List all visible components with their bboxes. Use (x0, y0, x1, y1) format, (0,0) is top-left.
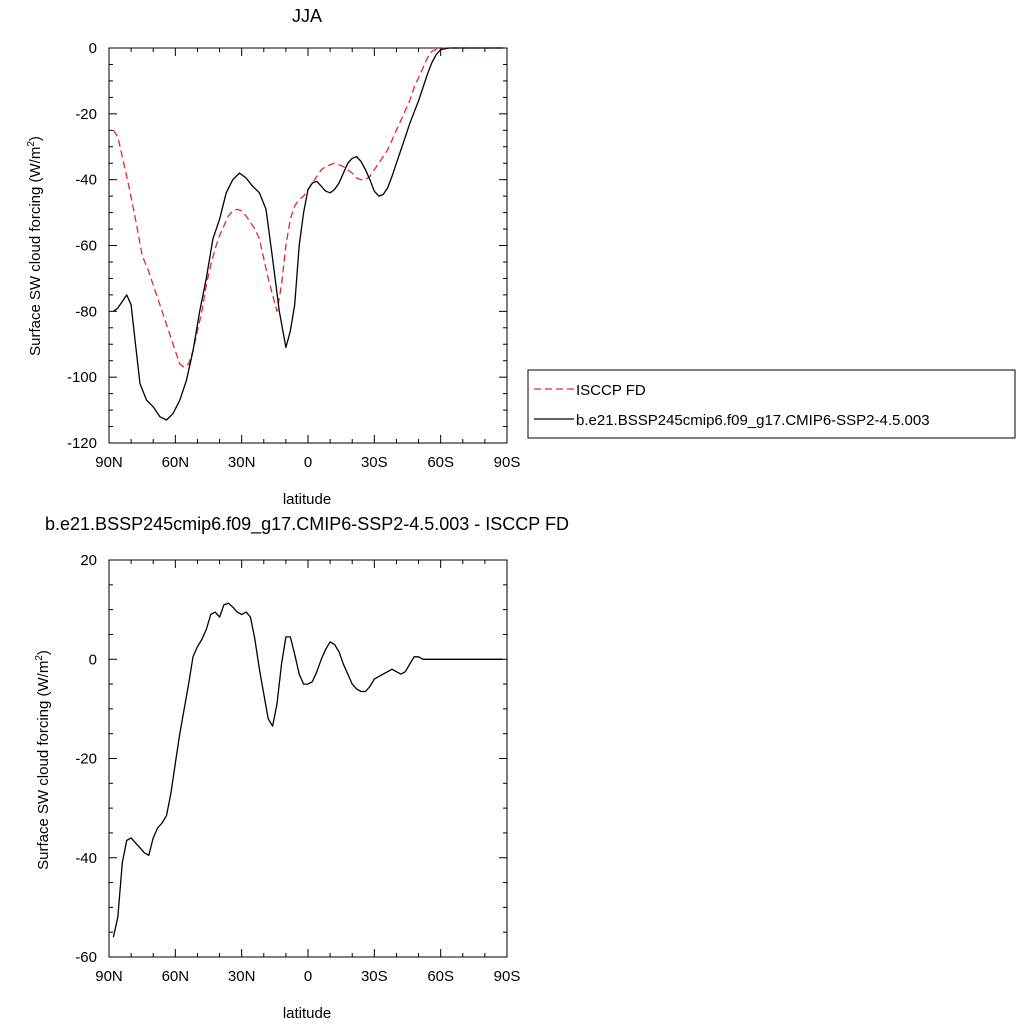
legend-label-model: b.e21.BSSP245cmip6.f09_g17.CMIP6-SSP2-4.… (576, 412, 930, 429)
x-axis-label: latitude (283, 1005, 331, 1022)
y-tick-label: -40 (75, 850, 97, 867)
plot-area: 90N 60N 30N 0 30S 60S 90S -120 -100 -80 -60 -40 -20 0 (67, 40, 520, 471)
y-tick-label: 0 (89, 40, 97, 57)
series-line-isccp (112, 47, 503, 368)
x-tick-label: 90N (95, 968, 123, 985)
series-line-difference (112, 602, 503, 938)
y-tick-label: -100 (67, 369, 97, 386)
x-tick-label: 60N (162, 454, 190, 471)
y-axis-label-main: Surface SW cloud forcing (W/m (27, 147, 44, 356)
y-axis-label: Surface SW cloud forcing (W/m2) (34, 650, 52, 870)
y-tick-label: -60 (75, 949, 97, 966)
y-tick-label: -60 (75, 238, 97, 255)
panel-top: JJA 90N 60N 30N 0 30S 60S 90S -120 -100 -80 -60 -40… (26, 6, 520, 508)
x-tick-label: 0 (304, 968, 312, 985)
x-tick-label: 30S (361, 454, 388, 471)
legend-box (527, 369, 1016, 439)
x-tick-label: 0 (304, 454, 312, 471)
y-tick-label: -120 (67, 435, 97, 452)
x-tick-label: 60N (162, 968, 190, 985)
y-tick-label: -20 (75, 106, 97, 123)
series-line-model (113, 47, 503, 421)
y-axis-label: Surface SW cloud forcing (W/m2) (26, 136, 44, 356)
y-axis-label-main: Surface SW cloud forcing (W/m (35, 661, 52, 870)
plot-frame (108, 47, 508, 444)
y-axis-label-superscript: 2 (26, 141, 37, 147)
y-tick-label: 20 (80, 552, 97, 569)
chart-title: b.e21.BSSP245cmip6.f09_g17.CMIP6-SSP2-4.… (45, 514, 569, 535)
x-tick-label: 60S (427, 968, 454, 985)
legend-label-isccp: ISCCP FD (576, 382, 646, 399)
y-axis-label-end: ) (27, 136, 44, 141)
plot-area: 90N 60N 30N 0 30S 60S 90S -60 -40 -20 0 20 (75, 552, 520, 985)
x-tick-label: 30S (361, 968, 388, 985)
chart-title: JJA (292, 6, 322, 26)
panel-bottom: b.e21.BSSP245cmip6.f09_g17.CMIP6-SSP2-4.… (34, 514, 569, 1022)
legend: ISCCP FD b.e21.BSSP245cmip6.f09_g17.CMIP… (527, 369, 1016, 439)
x-tick-label: 30N (228, 454, 256, 471)
y-tick-label: -80 (75, 303, 97, 320)
plot-frame (108, 559, 508, 958)
x-tick-label: 90N (95, 454, 123, 471)
y-axis-label-superscript: 2 (34, 655, 45, 661)
y-tick-label: -20 (75, 751, 97, 768)
x-tick-label: 90S (494, 454, 521, 471)
x-tick-label: 90S (494, 968, 521, 985)
x-tick-label: 30N (228, 968, 256, 985)
y-axis-label-end: ) (35, 650, 52, 655)
x-axis-label: latitude (283, 491, 331, 508)
x-tick-label: 60S (427, 454, 454, 471)
y-tick-label: -40 (75, 172, 97, 189)
y-tick-label: 0 (89, 651, 97, 668)
